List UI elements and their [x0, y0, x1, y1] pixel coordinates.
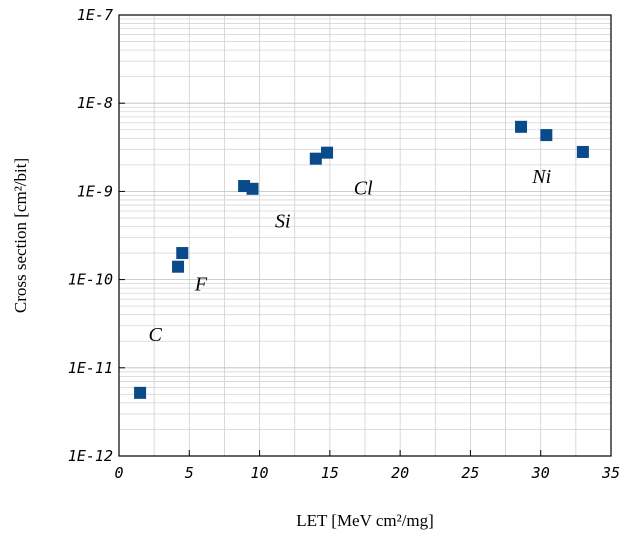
x-tick-label: 25	[461, 464, 479, 482]
y-tick-label: 1E-10	[68, 271, 113, 289]
data-point	[321, 146, 334, 159]
x-axis-title: LET [MeV cm²/mg]	[296, 511, 434, 530]
x-tick-label: 15	[321, 464, 339, 482]
y-tick-label: 1E-7	[77, 6, 113, 24]
annotation-label: Si	[275, 210, 291, 232]
plot-frame	[118, 14, 612, 457]
y-tick-label: 1E-11	[68, 359, 113, 377]
annotations: C F Si Cl Ni	[149, 166, 552, 346]
x-tick-label: 35	[601, 464, 620, 482]
y-tick-label: 1E-9	[77, 182, 113, 200]
data-point	[309, 152, 322, 165]
data-point	[134, 386, 147, 399]
annotation-label: F	[194, 274, 208, 296]
grid	[118, 15, 612, 457]
annotation-label: C	[149, 324, 163, 346]
data-point	[540, 129, 553, 142]
x-tick-label: 0	[114, 464, 123, 482]
annotation-label: Ni	[531, 166, 551, 188]
data-point	[172, 260, 185, 273]
x-tick-label: 30	[531, 464, 550, 482]
data-point	[176, 247, 189, 260]
data-points	[134, 120, 589, 399]
y-tick-label: 1E-8	[77, 94, 113, 112]
x-tick-label: 5	[185, 464, 194, 482]
y-tick-label: 1E-12	[68, 447, 113, 465]
data-point	[576, 145, 589, 158]
data-point	[515, 120, 528, 133]
y-axis-title: Cross section [cm²/bit]	[11, 158, 30, 313]
axis-ticks: 0 5 10 15 20 25 30 35 1E-12 1E-11 1E-10 1E-9 1E-8 1E-…	[68, 6, 620, 482]
annotation-label: Cl	[354, 178, 373, 200]
x-tick-label: 10	[251, 464, 269, 482]
data-point	[246, 182, 259, 195]
x-tick-label: 20	[391, 464, 409, 482]
